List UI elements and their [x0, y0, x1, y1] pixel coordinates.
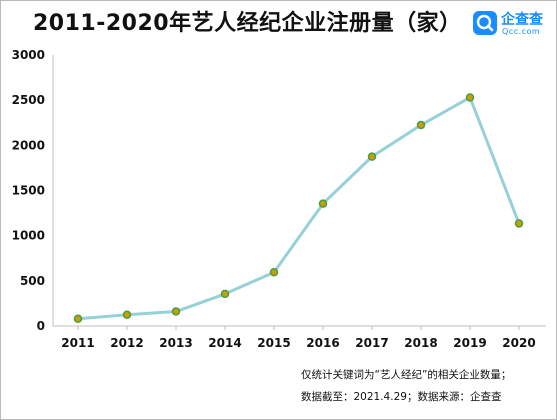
chart-title: 2011-2020年艺人经纪企业注册量（家）: [33, 11, 462, 36]
y-tick-label: 2000: [12, 138, 45, 152]
x-tick-label: 2016: [306, 336, 339, 350]
x-tick-label: 2014: [208, 336, 241, 350]
x-tick-label: 2013: [159, 336, 192, 350]
qcc-logo-icon: [473, 11, 497, 35]
x-tick-label: 2011: [61, 336, 94, 350]
data-point: [367, 152, 377, 161]
footnote-source: 数据截至：2021.4.29；数据来源：企查查: [301, 391, 502, 403]
logo-name: 企查查: [501, 12, 543, 28]
data-point: [220, 289, 230, 299]
x-tick-label: 2012: [110, 336, 143, 350]
x-tick-label: 2017: [355, 336, 388, 350]
y-tick-label: 500: [20, 274, 45, 288]
y-tick-label: 1500: [12, 184, 45, 198]
data-point: [318, 199, 328, 208]
x-tick-label: 2019: [453, 336, 486, 350]
x-tick-label: 2015: [257, 336, 290, 350]
x-tick-label: 2020: [502, 336, 535, 350]
footnote-scope: 仅统计关键词为“艺人经纪”的相关企业数量；: [301, 369, 512, 381]
brand-logo: 企查查 Qcc.com: [473, 9, 553, 45]
data-point: [416, 120, 426, 130]
data-point: [465, 93, 475, 102]
y-tick-label: 3000: [12, 48, 45, 62]
data-point: [171, 307, 181, 316]
logo-domain: Qcc.com: [502, 27, 541, 36]
y-tick-label: 0: [37, 319, 45, 333]
data-point: [122, 310, 132, 319]
data-point: [269, 268, 279, 277]
series-line: [76, 95, 521, 321]
y-tick-label: 1000: [12, 229, 45, 243]
data-point: [514, 219, 524, 228]
y-tick-label: 2500: [12, 93, 45, 107]
x-tick-label: 2018: [404, 336, 437, 350]
data-point: [73, 314, 83, 324]
